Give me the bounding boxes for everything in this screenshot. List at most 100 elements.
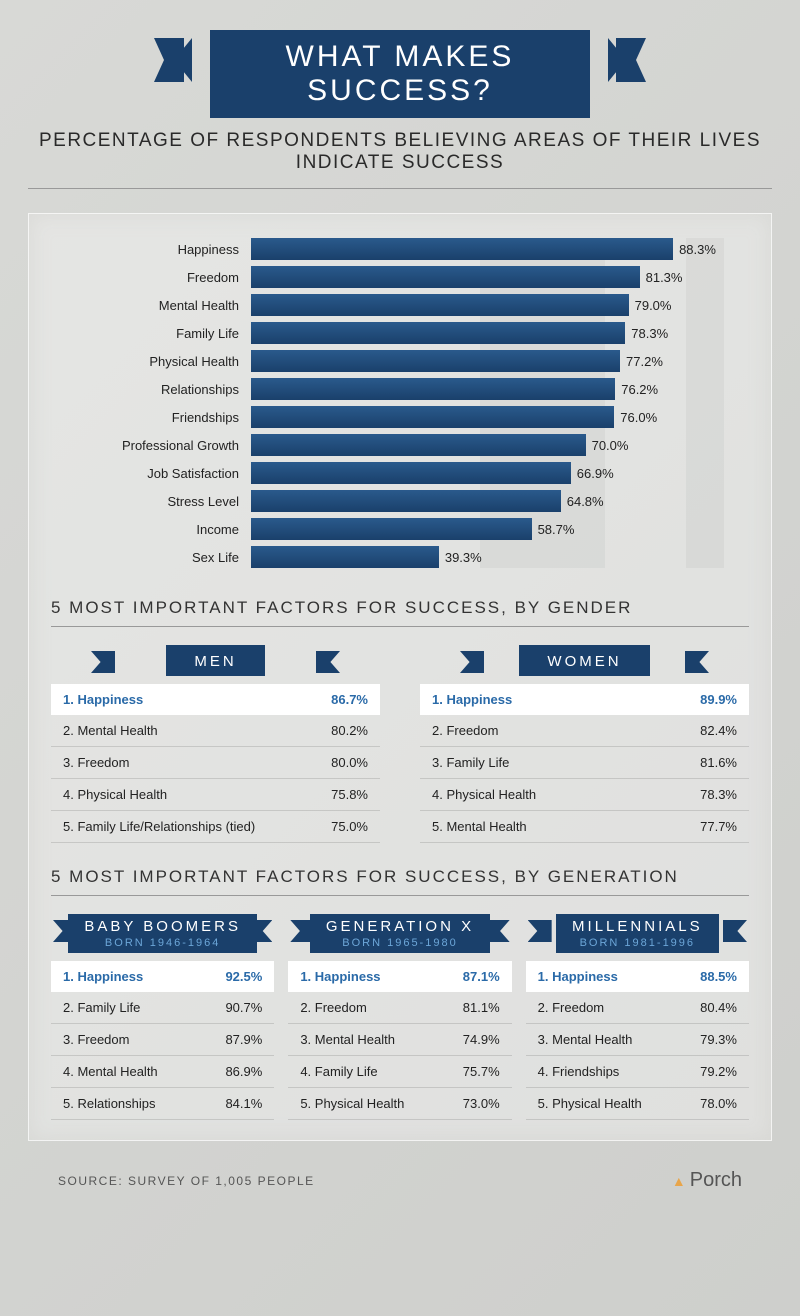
generation-columns: BABY BOOMERSBORN 1946-19641. Happiness92… [51, 914, 749, 1120]
factor-label: 5. Mental Health [432, 819, 527, 834]
group-ribbon: GENERATION XBORN 1965-1980 [288, 914, 511, 953]
bar-fill [251, 322, 625, 344]
bar-label: Sex Life [51, 550, 251, 565]
factor-label: 3. Mental Health [300, 1032, 395, 1047]
factor-value: 77.7% [700, 819, 737, 834]
bar-row: Stress Level 64.8% [51, 490, 729, 512]
group-subheading: BORN 1981-1996 [572, 937, 703, 949]
bar-value: 79.0% [635, 298, 672, 313]
factor-label: 5. Physical Health [538, 1096, 642, 1111]
factor-row: 2. Freedom 80.4% [526, 992, 749, 1024]
bar-fill [251, 294, 629, 316]
bar-label: Physical Health [51, 354, 251, 369]
factor-label: 1. Happiness [432, 692, 512, 707]
bar-value: 81.3% [646, 270, 683, 285]
factor-value: 80.4% [700, 1000, 737, 1015]
bar-fill [251, 462, 571, 484]
bar-label: Friendships [51, 410, 251, 425]
factor-label: 2. Mental Health [63, 723, 158, 738]
factor-row: 4. Physical Health78.3% [420, 779, 749, 811]
group-ribbon: WOMEN [420, 645, 749, 676]
gender-columns: MEN 1. Happiness 86.7% 2. Mental Health 80.2… [51, 645, 749, 843]
group-ribbon: BABY BOOMERSBORN 1946-1964 [51, 914, 274, 953]
factor-label: 4. Physical Health [432, 787, 536, 802]
factor-row: 3. Mental Health 79.3% [526, 1024, 749, 1056]
factor-value: 81.6% [700, 755, 737, 770]
factor-value: 80.2% [331, 723, 368, 738]
bar-row: Job Satisfaction66.9% [51, 462, 729, 484]
factor-row: 3. Freedom87.9% [51, 1024, 274, 1056]
bar-row: Sex Life 39.3% [51, 546, 729, 568]
bar-value: 76.0% [620, 410, 657, 425]
factor-row: 5. Relationships 84.1% [51, 1088, 274, 1120]
bar-label: Freedom [51, 270, 251, 285]
bar-value: 66.9% [577, 466, 614, 481]
factor-row: 3. Family Life81.6% [420, 747, 749, 779]
factor-row: 2. Mental Health 80.2% [51, 715, 380, 747]
factor-value: 73.0% [463, 1096, 500, 1111]
factor-group: BABY BOOMERSBORN 1946-19641. Happiness92… [51, 914, 274, 1120]
group-subheading: BORN 1946-1964 [84, 937, 241, 949]
factor-value: 89.9% [700, 692, 737, 707]
bar-fill [251, 406, 614, 428]
bar-row: Relationships 76.2% [51, 378, 729, 400]
factor-row: 2. Freedom81.1% [288, 992, 511, 1024]
bar-fill [251, 518, 532, 540]
infographic-container: WHAT MAKES SUCCESS? PERCENTAGE OF RESPON… [0, 0, 800, 1212]
bar-row: Mental Health79.0% [51, 294, 729, 316]
factor-label: 5. Physical Health [300, 1096, 404, 1111]
bar-value: 76.2% [621, 382, 658, 397]
factor-group: MEN 1. Happiness 86.7% 2. Mental Health 80.2… [51, 645, 380, 843]
factor-label: 4. Physical Health [63, 787, 167, 802]
factor-label: 5. Relationships [63, 1096, 156, 1111]
bar-fill [251, 238, 673, 260]
factor-row: 4. Friendships79.2% [526, 1056, 749, 1088]
factor-group: MILLENNIALSBORN 1981-19961. Happiness88.… [526, 914, 749, 1120]
page-title: WHAT MAKES SUCCESS? [210, 30, 590, 118]
bar-fill [251, 266, 640, 288]
factor-value: 84.1% [225, 1096, 262, 1111]
factor-value: 90.7% [225, 1000, 262, 1015]
factor-label: 4. Friendships [538, 1064, 620, 1079]
group-ribbon: MILLENNIALSBORN 1981-1996 [526, 914, 749, 953]
bar-fill [251, 546, 439, 568]
group-heading: MEN [166, 645, 264, 676]
generation-section-title: 5 MOST IMPORTANT FACTORS FOR SUCCESS, BY… [51, 843, 749, 896]
brand-logo: ▲ Porch [672, 1169, 742, 1192]
factor-value: 88.5% [700, 969, 737, 984]
factor-value: 86.9% [225, 1064, 262, 1079]
factor-label: 2. Freedom [300, 1000, 366, 1015]
bar-fill [251, 490, 561, 512]
factor-value: 87.1% [463, 969, 500, 984]
factor-label: 2. Freedom [538, 1000, 604, 1015]
bar-row: Professional Growth70.0% [51, 434, 729, 456]
factor-value: 82.4% [700, 723, 737, 738]
group-subheading: BORN 1965-1980 [326, 937, 474, 949]
bar-label: Family Life [51, 326, 251, 341]
footer: SOURCE: SURVEY OF 1,005 PEOPLE ▲ Porch [28, 1141, 772, 1192]
factor-label: 1. Happiness [300, 969, 380, 984]
factor-row: 5. Physical Health78.0% [526, 1088, 749, 1120]
bar-label: Relationships [51, 382, 251, 397]
bar-label: Stress Level [51, 494, 251, 509]
factor-row: 1. Happiness 86.7% [51, 684, 380, 715]
factor-label: 1. Happiness [63, 969, 143, 984]
factor-label: 3. Mental Health [538, 1032, 633, 1047]
factor-row: 3. Freedom80.0% [51, 747, 380, 779]
bar-value: 39.3% [445, 550, 482, 565]
factor-value: 79.3% [700, 1032, 737, 1047]
source-text: SOURCE: SURVEY OF 1,005 PEOPLE [58, 1174, 315, 1188]
factor-label: 1. Happiness [63, 692, 143, 707]
bar-row: Physical Health 77.2% [51, 350, 729, 372]
factor-row: 1. Happiness 87.1% [288, 961, 511, 992]
factor-group: WOMEN1. Happiness89.9%2. Freedom82.4%3. … [420, 645, 749, 843]
factor-value: 86.7% [331, 692, 368, 707]
bar-label: Professional Growth [51, 438, 251, 453]
bar-value: 77.2% [626, 354, 663, 369]
factor-value: 74.9% [463, 1032, 500, 1047]
success-bar-chart: Happiness88.3%Freedom81.3%Mental Health7… [51, 238, 749, 568]
brand-caret-icon: ▲ [672, 1173, 686, 1189]
bar-value: 64.8% [567, 494, 604, 509]
factor-row: 4. Physical Health75.8% [51, 779, 380, 811]
factor-value: 75.0% [331, 819, 368, 834]
